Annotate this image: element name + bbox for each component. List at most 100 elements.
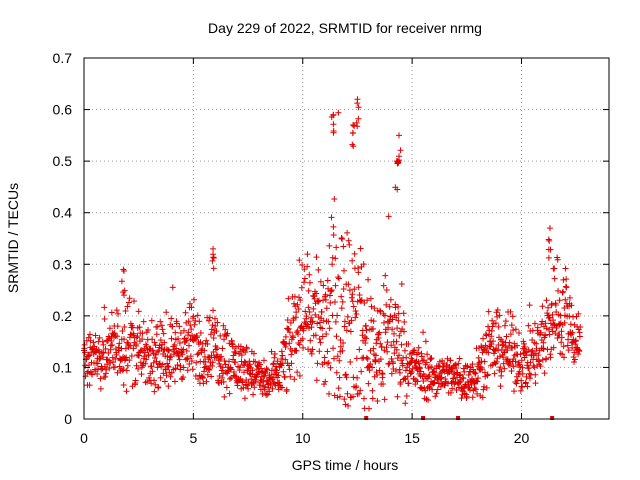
data-point — [97, 355, 104, 362]
data-point — [396, 352, 402, 359]
data-point — [123, 367, 130, 374]
data-point — [333, 244, 340, 251]
data-point — [96, 348, 102, 355]
data-point — [317, 278, 324, 285]
data-point — [202, 359, 209, 366]
data-point — [325, 318, 332, 325]
peak-point — [210, 245, 217, 252]
data-point — [326, 242, 333, 249]
data-point — [229, 343, 236, 350]
data-point — [297, 297, 304, 304]
data-point — [294, 369, 301, 376]
data-point — [226, 358, 232, 365]
x-tick-label: 5 — [189, 430, 197, 446]
data-point — [463, 393, 470, 400]
data-point — [509, 313, 516, 320]
data-point — [175, 335, 182, 342]
gap-marker — [364, 416, 369, 420]
data-point — [571, 359, 577, 366]
data-point — [513, 380, 520, 387]
data-point — [300, 344, 307, 351]
data-point — [564, 342, 571, 349]
data-point — [494, 307, 501, 314]
data-point — [86, 331, 93, 338]
data-point — [100, 349, 107, 356]
data-point — [312, 332, 319, 339]
data-point — [539, 303, 546, 310]
data-point — [393, 314, 400, 321]
data-point — [339, 235, 346, 242]
data-point — [246, 370, 253, 377]
data-point — [528, 348, 535, 355]
data-point — [385, 213, 392, 220]
data-point — [304, 321, 311, 328]
data-point — [283, 340, 290, 347]
data-point — [173, 345, 180, 352]
data-point — [270, 379, 277, 386]
data-point — [217, 332, 224, 339]
data-point — [153, 331, 160, 338]
data-point — [236, 364, 243, 371]
data-point — [423, 359, 430, 366]
data-point — [392, 368, 399, 375]
data-point — [401, 328, 407, 335]
data-point — [148, 363, 155, 370]
data-point — [332, 318, 339, 325]
data-point — [292, 314, 299, 321]
data-point — [367, 360, 374, 367]
data-point — [474, 390, 481, 397]
data-point — [354, 374, 361, 381]
data-point — [315, 266, 322, 273]
data-point — [168, 369, 175, 376]
data-point — [546, 331, 553, 338]
data-point — [219, 364, 226, 371]
data-point — [466, 386, 473, 393]
peak-point — [392, 184, 399, 191]
data-point — [376, 329, 383, 336]
data-point — [324, 277, 331, 284]
data-point — [252, 358, 259, 365]
data-point — [285, 295, 292, 302]
data-point — [101, 304, 108, 311]
data-point — [105, 350, 112, 357]
data-point — [190, 313, 197, 320]
data-point — [165, 363, 172, 370]
peak-point — [118, 278, 125, 285]
data-point — [507, 308, 514, 315]
data-point — [120, 366, 127, 373]
data-point — [365, 276, 372, 283]
data-point — [562, 283, 569, 290]
data-point — [334, 353, 341, 360]
data-point — [561, 319, 568, 326]
x-tick-label: 0 — [80, 430, 88, 446]
data-point — [197, 330, 204, 337]
data-point — [127, 342, 134, 349]
peak-point — [209, 257, 216, 264]
data-point — [363, 335, 370, 342]
data-point — [210, 307, 217, 314]
data-point — [201, 347, 208, 354]
data-point — [323, 305, 330, 312]
data-point — [188, 304, 195, 311]
data-point — [184, 355, 191, 362]
data-point — [203, 378, 210, 385]
data-point — [503, 333, 510, 340]
data-point — [172, 329, 179, 336]
data-point — [308, 324, 315, 331]
data-point — [336, 275, 342, 282]
data-point — [264, 366, 271, 373]
data-point — [241, 395, 248, 402]
data-point — [491, 350, 497, 357]
data-point — [246, 361, 253, 368]
data-point — [106, 325, 113, 332]
data-point — [455, 360, 462, 367]
peak-point — [545, 236, 552, 243]
data-point — [359, 355, 366, 362]
data-point — [483, 384, 490, 391]
data-point — [206, 367, 213, 374]
data-point — [499, 338, 506, 345]
y-tick-label: 0.7 — [53, 50, 73, 66]
data-point — [527, 359, 534, 366]
data-point — [355, 269, 362, 276]
data-point — [387, 313, 394, 320]
